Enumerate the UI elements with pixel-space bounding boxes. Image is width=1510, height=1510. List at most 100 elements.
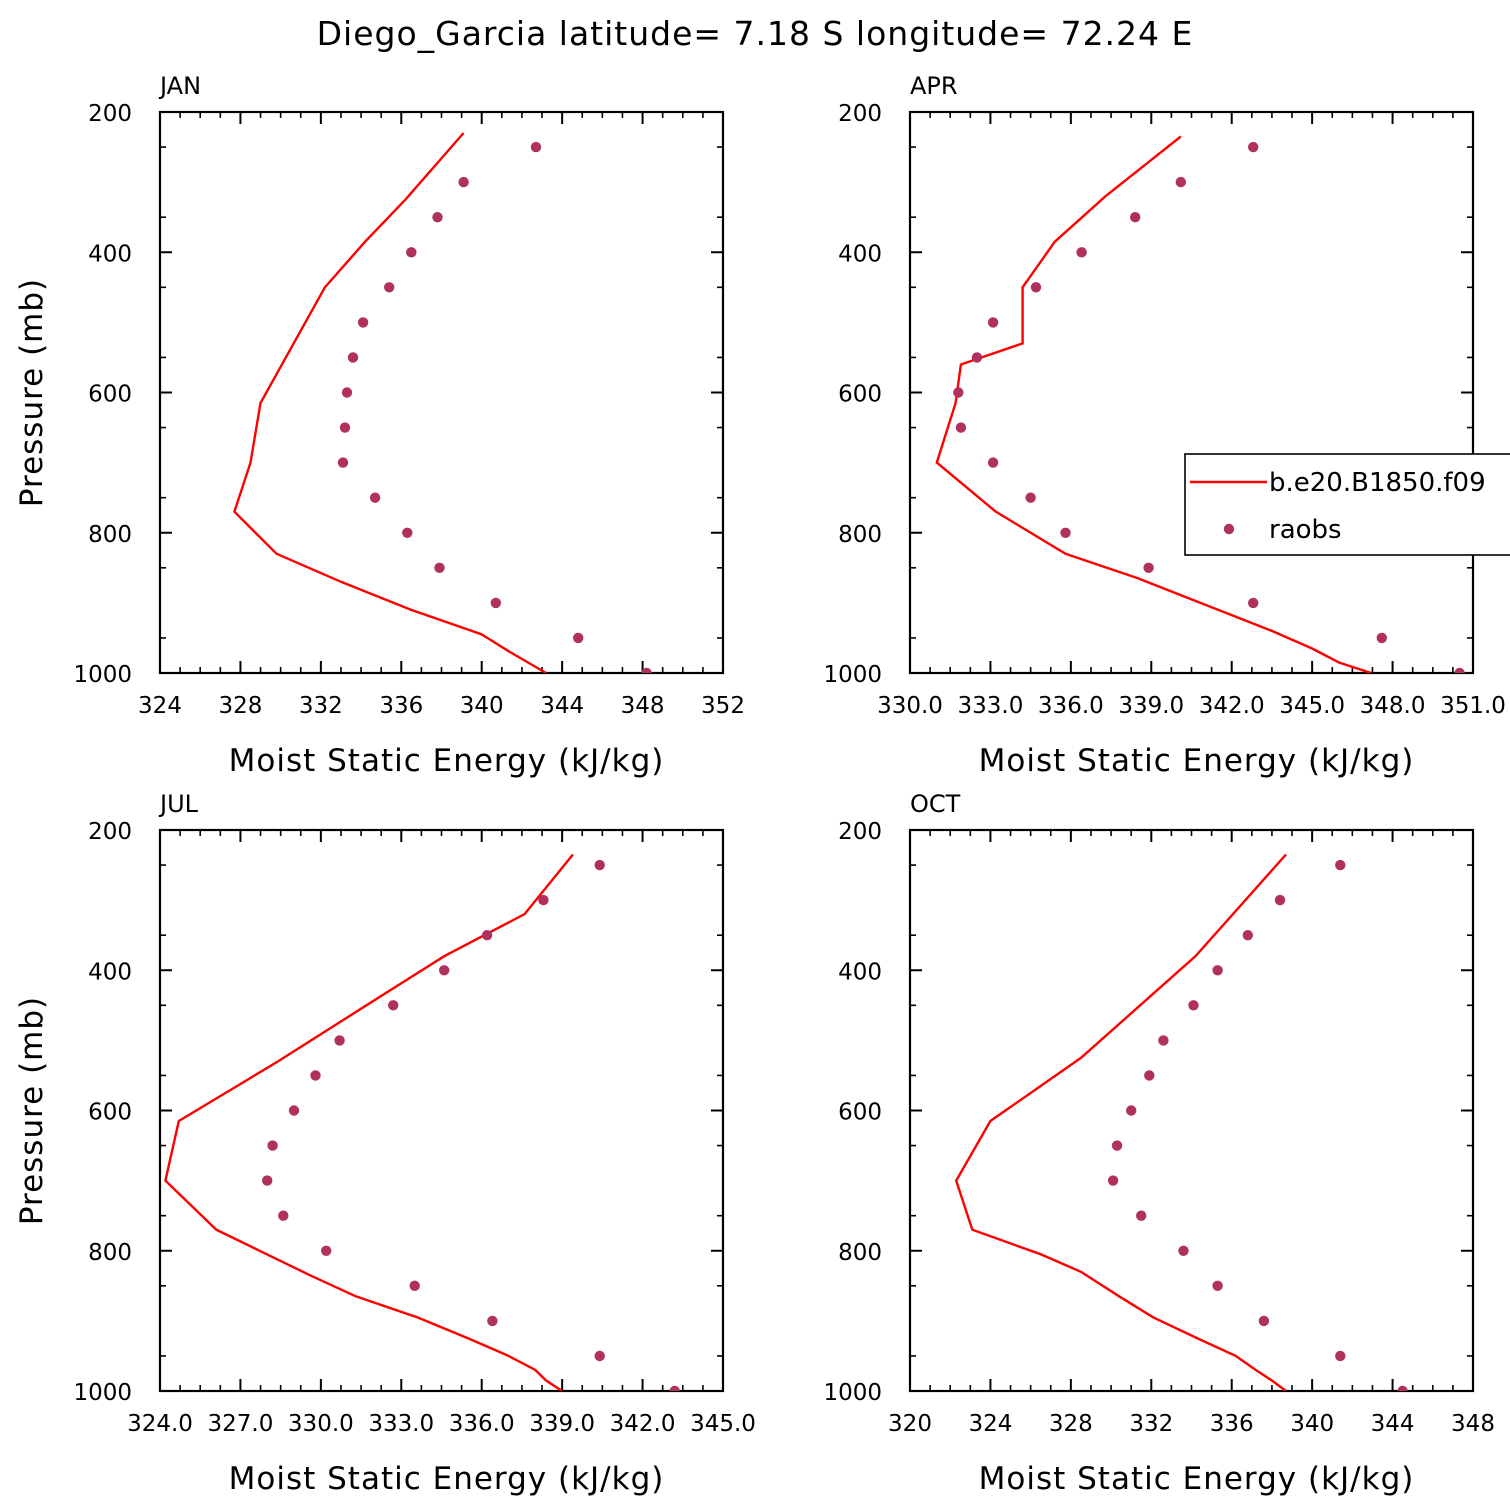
raobs-point: [1107, 1175, 1119, 1186]
x-tick-label: 328: [1049, 1411, 1093, 1437]
y-tick-label: 400: [838, 959, 882, 985]
model-line: [954, 853, 1287, 1391]
raobs-point: [339, 422, 351, 433]
y-tick-label: 600: [838, 1100, 882, 1126]
plot-frame: [158, 110, 725, 675]
x-tick-label: 328: [218, 693, 262, 719]
x-tick-label: 320: [888, 1411, 932, 1437]
panel-label: JUL: [158, 790, 199, 818]
panel-label: APR: [910, 72, 958, 100]
y-tick-label: 200: [88, 101, 132, 127]
raobs-point: [369, 492, 381, 503]
raobs-point: [334, 1035, 345, 1046]
raobs-point: [278, 1210, 289, 1221]
raobs-point: [439, 965, 450, 976]
raobs-point: [1212, 965, 1223, 976]
model-line: [164, 853, 574, 1391]
x-tick-label: 348: [1451, 1411, 1495, 1437]
y-tick-label: 1000: [73, 662, 132, 688]
raobs-point: [1025, 492, 1036, 503]
raobs-point: [481, 930, 493, 941]
y-tick-label: 400: [88, 959, 132, 985]
legend-box: [1184, 453, 1510, 556]
x-tick-label: 330.0: [288, 1411, 354, 1437]
raobs-point: [347, 352, 359, 363]
raobs-point: [1258, 1315, 1270, 1327]
x-tick-label: 333.0: [368, 1411, 434, 1437]
raobs-point: [1335, 859, 1346, 871]
x-tick-label: 332: [299, 693, 343, 719]
x-tick-label: 336: [1210, 1411, 1254, 1437]
raobs-point: [987, 317, 999, 328]
raobs-point: [1178, 1245, 1189, 1257]
panel-label: OCT: [910, 790, 961, 818]
raobs-point: [409, 1280, 420, 1292]
raobs-point: [641, 667, 652, 673]
panels: JAN 324 328 332 336 340 344 348 352 200 400 600 800 1…: [14, 72, 1506, 1497]
plot-frame: [908, 828, 1475, 1393]
x-tick-label: 336.0: [449, 1411, 515, 1437]
raobs-point: [530, 141, 542, 153]
x-axis-label: Moist Static Energy (kJ/kg): [229, 743, 665, 779]
raobs-point: [384, 282, 395, 293]
x-tick-label: 348: [621, 693, 665, 719]
panel-jul: JUL 324.0 327.0 330.0 333.0 336.0 339.0 342.0 34…: [14, 790, 756, 1497]
raobs-point: [357, 317, 369, 328]
x-axis-label: Moist Static Energy (kJ/kg): [979, 743, 1415, 779]
raobs-point: [1274, 894, 1286, 906]
x-tick-label: 327.0: [207, 1411, 273, 1437]
raobs-point: [1397, 1385, 1408, 1391]
raobs-point: [955, 422, 967, 433]
raobs-point: [341, 387, 353, 398]
raobs-point: [594, 859, 605, 871]
x-tick-label: 348.0: [1360, 693, 1426, 719]
x-tick-label: 344: [540, 693, 584, 719]
raobs-point: [337, 457, 349, 468]
raobs-point: [1136, 1210, 1147, 1221]
y-axis-label: Pressure (mb): [14, 278, 50, 507]
y-tick-label: 600: [88, 382, 132, 408]
x-tick-label: 344: [1371, 1411, 1415, 1437]
y-tick-label: 200: [838, 101, 882, 127]
raobs-point: [1076, 247, 1087, 258]
y-tick-label: 800: [838, 522, 882, 548]
y-tick-label: 600: [88, 1100, 132, 1126]
raobs-point: [402, 527, 413, 538]
x-tick-label: 345.0: [1279, 693, 1345, 719]
raobs-point: [1060, 527, 1071, 538]
x-tick-label: 342.0: [1199, 693, 1265, 719]
raobs-point: [321, 1245, 332, 1257]
raobs-point: [1130, 212, 1141, 223]
x-tick-label: 345.0: [690, 1411, 756, 1437]
x-tick-label: 340: [460, 693, 504, 719]
raobs-point: [573, 632, 584, 644]
raobs-point: [1188, 1000, 1199, 1011]
panel-oct: OCT 320 324 328 332 336 340 344 348 200 400 600 800 1…: [823, 790, 1495, 1497]
raobs-point: [1248, 141, 1259, 153]
x-tick-label: 324: [138, 693, 182, 719]
plot-frame: [908, 110, 1475, 675]
y-tick-label: 600: [838, 382, 882, 408]
series-group: [233, 132, 652, 673]
x-tick-label: 351.0: [1440, 693, 1506, 719]
x-tick-label: 324.0: [127, 1411, 193, 1437]
raobs-point: [1158, 1035, 1169, 1046]
y-tick-label: 200: [838, 819, 882, 845]
y-tick-label: 1000: [823, 662, 882, 688]
raobs-point: [1126, 1105, 1137, 1116]
raobs-point: [267, 1140, 278, 1151]
raobs-point: [434, 562, 445, 573]
y-tick-label: 400: [88, 241, 132, 267]
raobs-point: [262, 1175, 273, 1186]
panel-apr: APR 330.0 333.0 336.0 339.0 342.0 345.0 348.0 35…: [823, 72, 1505, 779]
figure-title: Diego_Garcia latitude= 7.18 S longitude=…: [317, 14, 1194, 53]
legend-entry-label: raobs: [1269, 515, 1342, 545]
raobs-point: [490, 597, 501, 609]
raobs-point: [1242, 930, 1254, 941]
x-tick-label: 330.0: [877, 693, 943, 719]
series-group: [164, 853, 680, 1391]
raobs-point: [1454, 667, 1465, 673]
raobs-point: [432, 212, 443, 223]
x-tick-label: 333.0: [957, 693, 1023, 719]
